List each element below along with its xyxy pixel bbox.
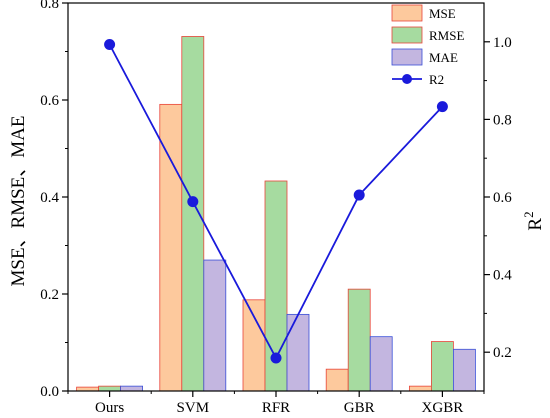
bar-mae-svm bbox=[203, 259, 227, 392]
legend-swatch-mae bbox=[391, 48, 423, 66]
axes-layer: 0.0 0.2 0.4 0.6 0.8 0.2 0.4 0.6 0.8 1.0 Ours SVM RFR… bbox=[8, 0, 546, 416]
bars-layer bbox=[76, 36, 476, 392]
bar-mse-rfr bbox=[242, 299, 266, 392]
bar-rmse-svm bbox=[181, 36, 205, 392]
bar-rmse-xgbr bbox=[430, 341, 454, 392]
point-r2-xgbr bbox=[436, 101, 448, 113]
bar-rmse-ours bbox=[98, 385, 121, 392]
legend-label-r2: R2 bbox=[429, 72, 444, 87]
bar-mae-ours bbox=[120, 385, 143, 392]
right-tick-label: 0.6 bbox=[493, 190, 512, 206]
left-tick-label: 0.0 bbox=[40, 384, 59, 400]
right-tick-label: 0.2 bbox=[493, 345, 512, 361]
bar-mse-gbr bbox=[325, 368, 349, 392]
point-r2-rfr bbox=[270, 352, 282, 364]
legend-swatch-rmse bbox=[391, 26, 423, 44]
point-r2-gbr bbox=[353, 189, 365, 201]
left-tick-label: 0.8 bbox=[40, 0, 59, 12]
legend: MSE RMSE MAE R2 bbox=[391, 4, 464, 87]
x-tick-label-svm: SVM bbox=[177, 400, 210, 416]
right-axis-title: R2 bbox=[521, 211, 546, 230]
bar-mae-rfr bbox=[286, 313, 310, 392]
left-tick-label: 0.2 bbox=[40, 287, 59, 303]
x-tick-label-gbr: GBR bbox=[344, 400, 375, 416]
x-tick-label-ours: Ours bbox=[95, 400, 124, 416]
legend-marker-r2 bbox=[402, 74, 412, 84]
legend-swatch-mse bbox=[391, 4, 423, 22]
bar-mse-xgbr bbox=[408, 385, 432, 392]
point-r2-svm bbox=[187, 196, 199, 208]
right-tick-label: 0.4 bbox=[493, 268, 512, 284]
x-tick-label-xgbr: XGBR bbox=[422, 400, 464, 416]
right-axis-title-superscript: 2 bbox=[521, 211, 536, 218]
left-tick-label: 0.6 bbox=[40, 93, 59, 109]
point-r2-ours bbox=[104, 39, 116, 51]
bar-rmse-gbr bbox=[347, 288, 371, 392]
legend-label-rmse: RMSE bbox=[429, 28, 464, 43]
bar-mae-xgbr bbox=[452, 348, 476, 392]
right-tick-label: 1.0 bbox=[493, 35, 512, 51]
legend-label-mse: MSE bbox=[429, 6, 456, 21]
right-axis-title-base: R bbox=[525, 218, 546, 231]
left-axis-title: MSE、RMSE、MAE bbox=[8, 115, 29, 286]
right-tick-label: 0.8 bbox=[493, 112, 512, 128]
r2-line-layer bbox=[104, 39, 448, 364]
x-tick-label-rfr: RFR bbox=[262, 400, 290, 416]
left-tick-label: 0.4 bbox=[40, 190, 59, 206]
bar-mae-gbr bbox=[369, 336, 393, 392]
legend-label-mae: MAE bbox=[429, 50, 458, 65]
